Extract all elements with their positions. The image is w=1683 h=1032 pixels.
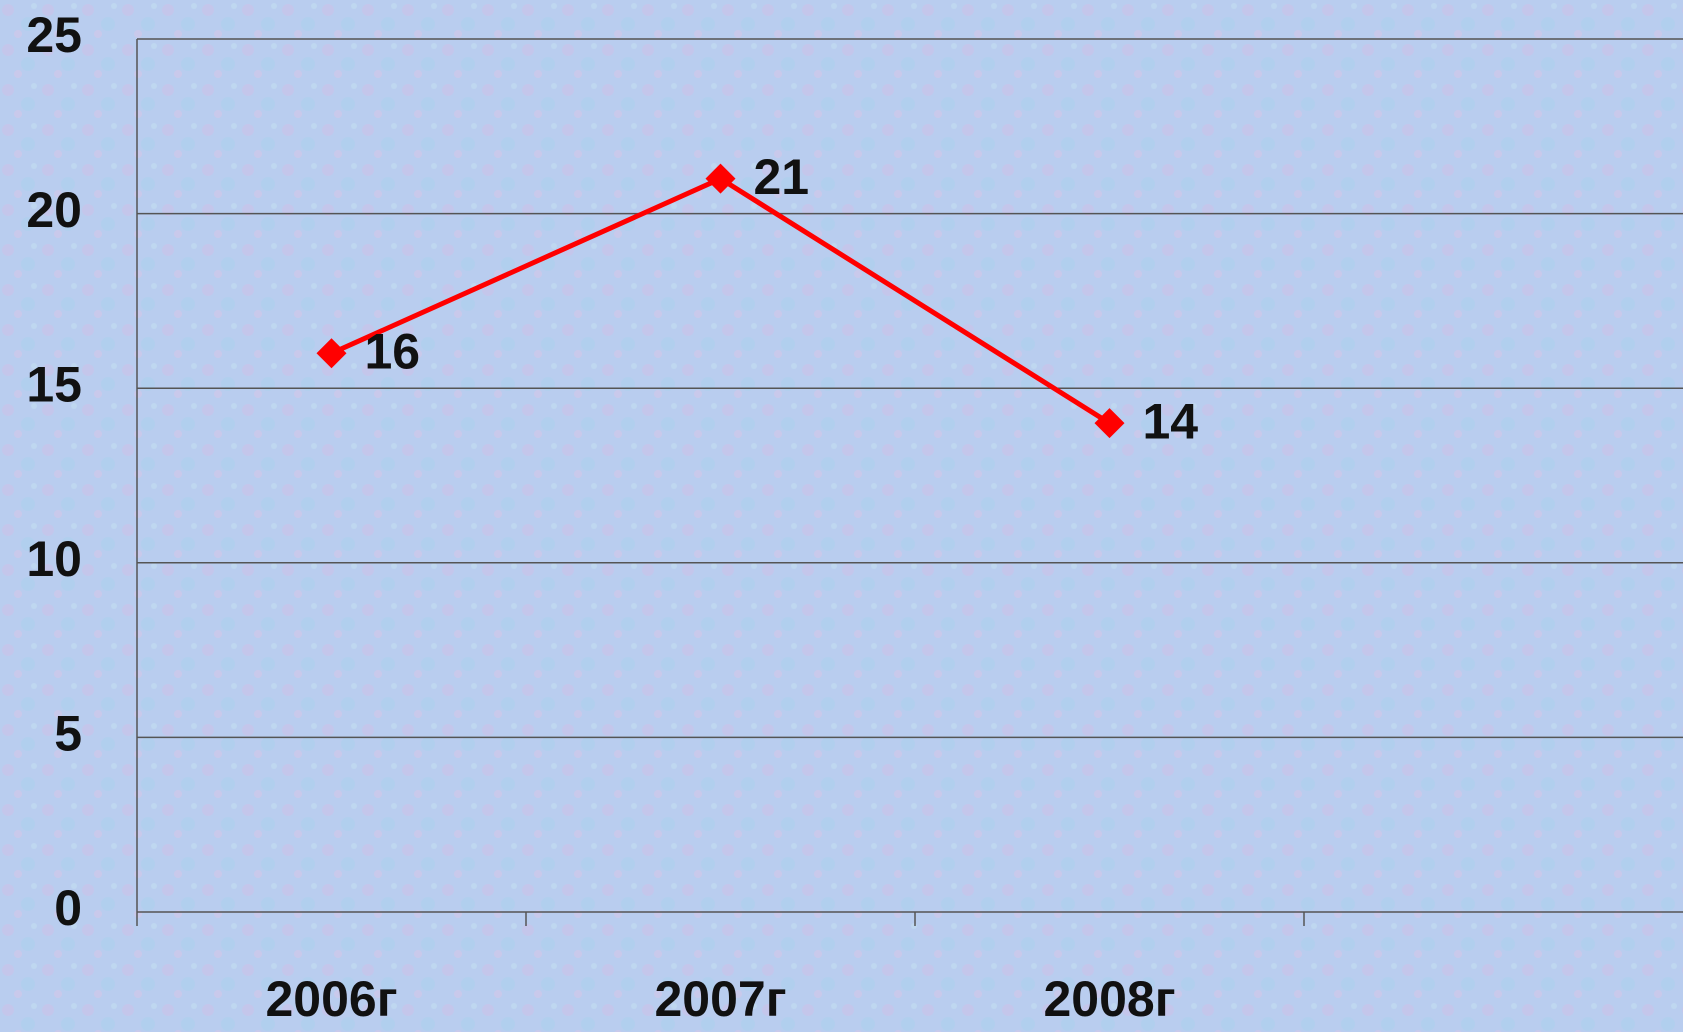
x-tick-label: 2007г [654,971,786,1027]
data-label: 16 [365,323,421,379]
data-label: 21 [754,149,810,205]
marker [705,163,736,194]
marker [1094,408,1125,439]
x-tick-label: 2008г [1043,971,1175,1027]
y-tick-label: 0 [54,880,82,936]
marker [316,338,347,369]
y-tick-label: 25 [26,7,82,63]
x-tick-label: 2006г [265,971,397,1027]
y-tick-label: 10 [26,531,82,587]
data-label: 14 [1143,393,1199,449]
y-tick-label: 20 [26,182,82,238]
y-tick-label: 15 [26,356,82,412]
y-tick-label: 5 [54,706,82,762]
